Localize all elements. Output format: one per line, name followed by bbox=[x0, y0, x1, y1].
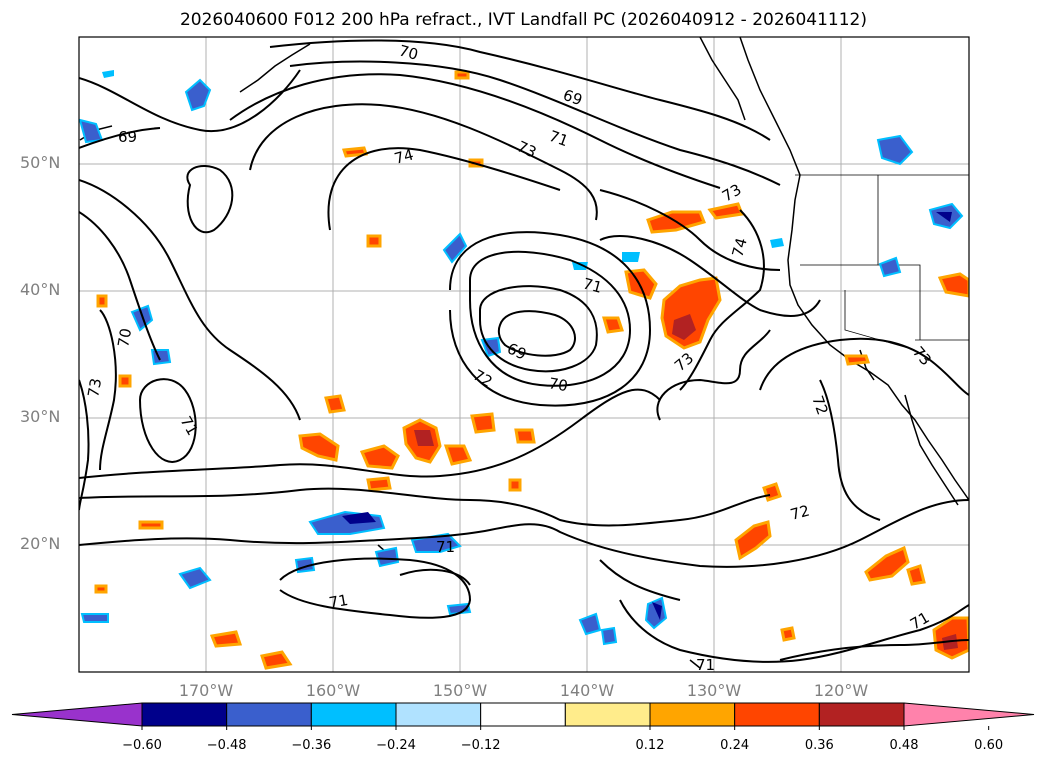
contour-label: 71 bbox=[547, 127, 571, 150]
refractivity-contours bbox=[79, 39, 969, 663]
colorbar-segment bbox=[141, 702, 228, 727]
map-frame bbox=[78, 36, 970, 673]
colorbar-segment bbox=[818, 702, 905, 727]
colorbar-segment bbox=[226, 702, 312, 727]
contour-label: 71 bbox=[581, 274, 604, 296]
colorbar-segment bbox=[734, 702, 820, 727]
contour-label: 70 bbox=[114, 327, 135, 349]
colorbar-tick-label: −0.12 bbox=[460, 738, 501, 753]
contour-label: 72 bbox=[788, 502, 811, 524]
state-borders bbox=[795, 174, 969, 351]
contour-label: 71 bbox=[436, 538, 455, 556]
colorbar-extend-low bbox=[11, 702, 143, 727]
coastlines bbox=[79, 37, 969, 669]
colorbar-tick-label: 0.12 bbox=[635, 738, 665, 753]
contour-label: 70 bbox=[397, 41, 420, 63]
lon-label-170w: 170°W bbox=[178, 681, 234, 700]
contour-label: 70 bbox=[547, 374, 569, 395]
lat-label-20n: 20°N bbox=[20, 534, 61, 553]
map-background bbox=[79, 37, 969, 672]
contour-label: 74 bbox=[728, 236, 750, 259]
colorbar-tick-label: 0.48 bbox=[889, 738, 919, 753]
lon-label-140w: 140°W bbox=[559, 681, 615, 700]
lat-label-40n: 40°N bbox=[20, 280, 61, 299]
colorbar-segment bbox=[395, 702, 482, 727]
lon-label-150w: 150°W bbox=[432, 681, 488, 700]
negative-anomaly-patches bbox=[79, 70, 964, 646]
colorbar-segment bbox=[480, 702, 566, 727]
map-title: 2026040600 F012 200 hPa refract., IVT La… bbox=[179, 10, 867, 30]
colorbar-tick-label: 0.24 bbox=[720, 738, 750, 753]
colorbar-segment bbox=[649, 702, 736, 727]
positive-anomaly-patches bbox=[94, 70, 969, 670]
colorbar-tick-label: 0.36 bbox=[804, 738, 834, 753]
colorbar-segment bbox=[564, 702, 651, 727]
colorbar-tick-label: −0.36 bbox=[291, 738, 332, 753]
colorbar-tick-label: −0.48 bbox=[206, 738, 247, 753]
colorbar-tick-label: 0.60 bbox=[974, 738, 1004, 753]
lon-label-130w: 130°W bbox=[686, 681, 742, 700]
contour-label: 73 bbox=[84, 377, 105, 399]
contour-label: 72 bbox=[808, 393, 831, 417]
contour-label: 74 bbox=[392, 146, 415, 168]
contour-label: 71 bbox=[696, 656, 715, 674]
colorbar-extend-high bbox=[903, 702, 1035, 727]
lat-label-30n: 30°N bbox=[20, 407, 61, 426]
lon-label-160w: 160°W bbox=[305, 681, 361, 700]
contour-label: 69 bbox=[118, 128, 137, 146]
lat-label-50n: 50°N bbox=[20, 153, 61, 172]
colorbar-tick-label: −0.60 bbox=[122, 738, 162, 753]
colorbar-segment bbox=[310, 702, 397, 727]
colorbar-tick-label: −0.24 bbox=[376, 738, 416, 753]
colorbar bbox=[11, 702, 1035, 730]
lon-label-120w: 120°W bbox=[813, 681, 869, 700]
contour-label: 69 bbox=[561, 86, 585, 109]
contour-label: 71 bbox=[328, 591, 350, 612]
